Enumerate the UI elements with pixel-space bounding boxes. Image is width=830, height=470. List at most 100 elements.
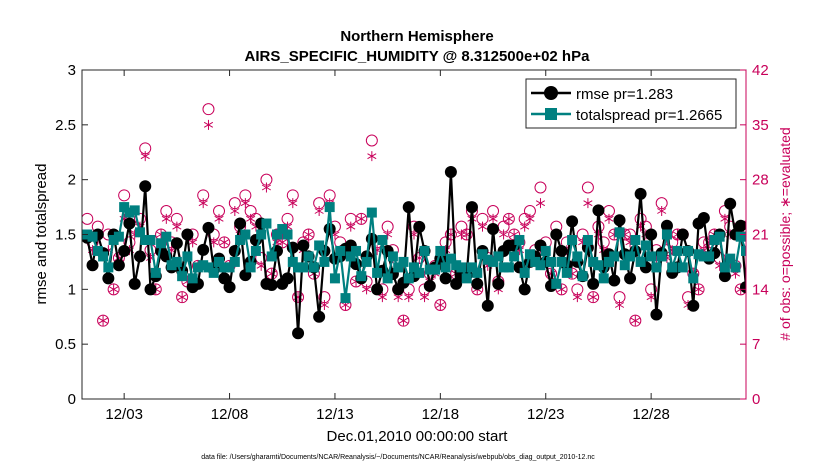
y-left-tick-label: 3 <box>68 62 76 79</box>
obs-evaluated-point <box>535 198 546 209</box>
spread-point <box>730 262 741 273</box>
obs-evaluated-point <box>140 151 150 162</box>
rmse-point <box>265 278 278 291</box>
y-axis-right: 0 7 14 21 28 35 42 <box>740 62 769 408</box>
x-axis: 12/03 12/08 12/13 12/18 12/23 12/28 <box>105 70 670 423</box>
spread-point <box>414 267 425 278</box>
y-left-tick-label: 2.5 <box>55 117 76 134</box>
obs-evaluated-point <box>203 119 214 130</box>
legend-rmse-marker <box>544 86 558 100</box>
obs-possible-point <box>218 236 231 249</box>
obs-evaluated-point <box>172 221 182 232</box>
rmse-point <box>592 204 605 217</box>
spread-point <box>256 229 267 240</box>
spread-point <box>567 234 578 245</box>
spread-point <box>192 262 203 273</box>
spread-point <box>208 267 219 278</box>
spread-point <box>677 262 688 273</box>
obs-possible-point <box>581 181 594 194</box>
spread-point <box>250 245 261 256</box>
obs-evaluated-point <box>319 300 329 310</box>
obs-evaluated-point <box>398 315 409 326</box>
obs-evaluated-point <box>188 237 198 248</box>
spread-point <box>214 256 225 267</box>
rmse-point <box>687 299 700 312</box>
spread-point <box>335 245 346 256</box>
spread-point <box>356 271 367 282</box>
spread-point <box>387 251 398 262</box>
spread-point <box>129 205 140 216</box>
rmse-point <box>718 270 731 283</box>
rmse-point <box>555 244 568 257</box>
spread-point <box>572 251 583 262</box>
obs-evaluated-point <box>304 229 314 240</box>
obs-possible-point <box>355 212 368 225</box>
spread-point <box>92 245 103 256</box>
obs-possible-point <box>502 212 515 225</box>
spread-point <box>156 238 167 249</box>
x-tick-label: 12/13 <box>316 406 354 423</box>
y-left-tick-label: 0 <box>68 391 76 408</box>
obs-evaluated-point <box>240 198 250 209</box>
rmse-point <box>613 214 626 227</box>
obs-possible-point <box>434 299 447 311</box>
y-left-tick-label: 0.5 <box>55 336 76 353</box>
spread-point <box>519 267 530 278</box>
obs-possible-point <box>202 103 215 116</box>
obs-evaluated-point <box>214 213 224 224</box>
spread-point <box>477 249 488 260</box>
spread-point <box>493 251 504 262</box>
spread-point <box>577 271 588 282</box>
rmse-point <box>724 197 737 210</box>
spread-point <box>561 267 572 278</box>
spread-point <box>134 227 145 238</box>
spread-point <box>203 262 214 273</box>
spread-point <box>461 273 472 284</box>
spread-point <box>303 251 314 262</box>
obs-possible-point <box>365 134 378 147</box>
spread-point <box>488 256 499 267</box>
spread-point <box>603 256 614 267</box>
rmse-point <box>740 281 746 294</box>
spread-point <box>240 229 251 240</box>
spread-point <box>308 262 319 273</box>
obs-possible-point <box>629 314 642 327</box>
obs-evaluated-point <box>277 237 287 248</box>
y-left-tick-label: 2 <box>68 172 76 189</box>
spread-point <box>445 253 456 264</box>
obs-possible-point <box>734 283 746 296</box>
rmse-point <box>587 277 600 290</box>
rmse-point <box>86 259 99 272</box>
rmse-point <box>323 223 336 236</box>
obs-evaluated-point <box>435 300 445 310</box>
spread-point <box>498 262 509 273</box>
spread-point <box>229 256 240 267</box>
spread-point <box>98 251 109 262</box>
spread-point <box>451 260 462 271</box>
obs-possible-point <box>302 228 315 241</box>
chart-title: Northern Hemisphere <box>340 28 493 45</box>
x-tick-label: 12/03 <box>105 406 143 423</box>
spread-point <box>324 202 335 213</box>
spread-point <box>593 260 604 271</box>
spread-point <box>656 251 667 262</box>
rmse-point <box>697 212 710 225</box>
obs-evaluated-point <box>261 182 272 193</box>
obs-evaluated-point <box>98 315 108 326</box>
y-right-tick-label: 35 <box>752 117 769 134</box>
rmse-point <box>423 280 436 293</box>
spread-point <box>614 227 625 238</box>
spread-point <box>87 231 98 242</box>
obs-evaluated-point <box>288 198 298 209</box>
obs-evaluated-point <box>477 221 488 232</box>
x-tick-label: 12/18 <box>422 406 460 423</box>
spread-point <box>551 278 562 289</box>
x-tick-label: 12/23 <box>527 406 565 423</box>
rmse-point <box>550 228 563 241</box>
rmse-point <box>297 239 310 252</box>
obs-evaluated-point <box>646 292 656 303</box>
obs-evaluated-point <box>361 284 372 295</box>
legend: rmse pr=1.283 totalspread pr=1.2665 <box>525 78 737 129</box>
spread-point <box>282 229 293 240</box>
